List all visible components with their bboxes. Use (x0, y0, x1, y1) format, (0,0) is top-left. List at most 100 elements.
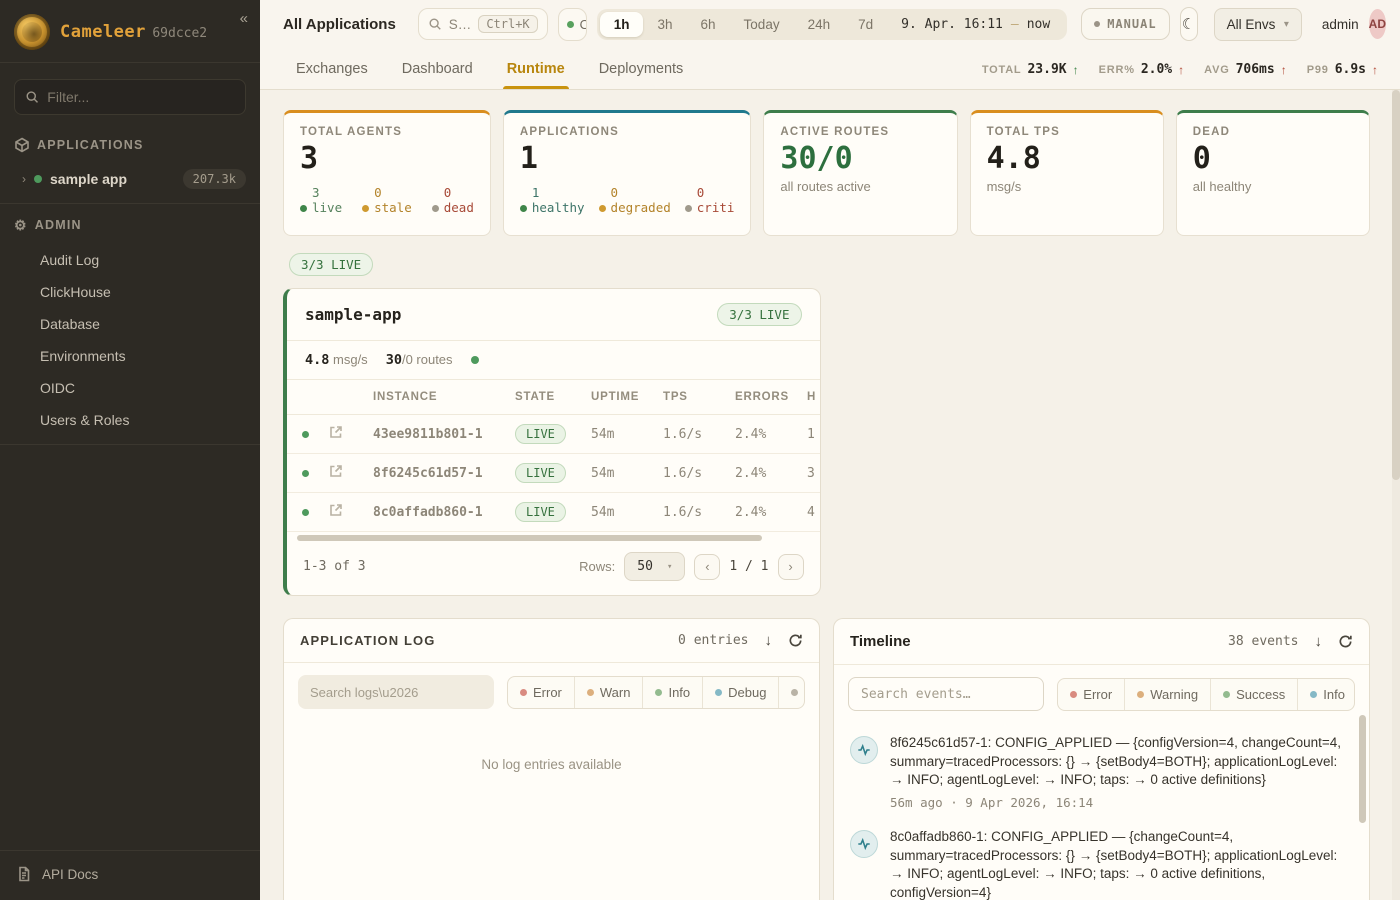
log-search-input[interactable] (298, 675, 494, 709)
event-text: 8f6245c61d57-1: CONFIG_APPLIED — {config… (890, 735, 1342, 788)
download-icon[interactable]: ↓ (764, 632, 773, 649)
global-search-button[interactable]: S… Ctrl+K (417, 8, 548, 40)
filter-info[interactable]: Info (1297, 678, 1354, 710)
pagination-range: 1-3 of 3 (303, 559, 366, 574)
date-range-dash: – (1010, 16, 1019, 32)
warning-dot (1137, 690, 1145, 698)
timeline-panel: Timeline 38 events ↓ Error Warning Succe… (833, 618, 1370, 900)
refresh-icon[interactable] (1338, 634, 1353, 649)
activity-pulse-icon (858, 837, 870, 850)
application-name: sample-app (305, 305, 402, 324)
applications-section-header: APPLICATIONS (0, 131, 260, 161)
kpi-p99: P99 6.9s ↑ (1306, 62, 1378, 77)
warn-dot (586, 688, 594, 696)
stat-card-total-tps: TOTAL TPS 4.8 msg/s (969, 110, 1164, 236)
state-badge: LIVE (515, 502, 566, 522)
sidebar-item-api-docs[interactable]: API Docs (0, 851, 260, 900)
table-header-row: INSTANCE STATE UPTIME TPS ERRORS H (287, 380, 820, 415)
timeline-event: 8f6245c61d57-1: CONFIG_APPLIED — {config… (850, 725, 1351, 819)
instance-status-dot (301, 430, 309, 438)
admin-section-header: ⚙ ADMIN (14, 217, 82, 233)
sidebar-item-oidc[interactable]: OIDC (40, 380, 75, 396)
divider (0, 203, 260, 204)
filter-warning[interactable]: Warning (1124, 678, 1210, 710)
application-log-panel: APPLICATION LOG 0 entries ↓ Error Warn I… (283, 618, 820, 900)
filter-success[interactable]: Success (1210, 678, 1297, 710)
rows-per-page-select[interactable]: 50 ▾ (624, 552, 686, 581)
time-range-6h[interactable]: 6h (700, 16, 716, 32)
table-row[interactable]: 8c0affadb860-1 LIVE 54m 1.6/s 2.4% 4 (287, 492, 820, 532)
error-dot (1070, 690, 1078, 698)
time-range-selector: 1h 3h 6h Today 24h 7d 9. Apr. 16:11 – no… (596, 8, 1068, 40)
external-link-icon[interactable] (329, 464, 343, 478)
date-range-display[interactable]: 9. Apr. 16:11 – now (901, 16, 1051, 32)
sidebar-item-clickhouse[interactable]: ClickHouse (40, 284, 111, 300)
tab-exchanges[interactable]: Exchanges (296, 61, 368, 77)
tab-runtime[interactable]: Runtime (502, 61, 569, 89)
expand-chevron-icon[interactable]: › (22, 172, 26, 186)
refresh-icon[interactable] (788, 633, 803, 648)
sidebar-filter[interactable] (14, 79, 246, 115)
user-name: admin (1321, 16, 1359, 32)
filter-debug[interactable]: Debug (702, 676, 778, 708)
live-summary-badge: 3/3 LIVE (289, 253, 374, 276)
filter-warn[interactable]: Warn (573, 676, 643, 708)
tabbar: Exchanges Dashboard Runtime Deployments … (260, 48, 1400, 90)
time-range-7d[interactable]: 7d (858, 16, 874, 32)
brand-row: Cameleer 69dcce2 « (0, 0, 260, 62)
environment-select[interactable]: All Envs ▾ (1213, 7, 1302, 41)
keyboard-shortcut-badge: Ctrl+K (478, 15, 538, 33)
external-link-icon[interactable] (329, 425, 343, 439)
avatar[interactable]: AD (1368, 9, 1386, 39)
time-range-3h[interactable]: 3h (657, 16, 673, 32)
brand-version: 69dcce2 (152, 26, 208, 41)
download-icon[interactable]: ↓ (1314, 633, 1323, 650)
tab-deployments[interactable]: Deployments (598, 61, 684, 77)
document-icon (19, 866, 30, 882)
arrow-up-icon: ↑ (1072, 62, 1079, 77)
debug-dot (715, 688, 723, 696)
status-dot (684, 204, 692, 212)
sidebar-item-sample-app[interactable]: › sample app 207.3k (0, 161, 260, 203)
horizontal-scrollbar[interactable] (297, 535, 762, 541)
cube-icon (15, 137, 29, 153)
filter-error[interactable]: Error (508, 677, 574, 708)
table-row[interactable]: 43ee9811b801-1 LIVE 54m 1.6/s 2.4% 1 (287, 414, 820, 454)
table-row[interactable]: 8f6245c61d57-1 LIVE 54m 1.6/s 2.4% 3 (287, 453, 820, 493)
routes-status-dot (470, 356, 479, 364)
info-dot (655, 688, 663, 696)
prev-page-button[interactable]: ‹ (694, 553, 721, 580)
tab-dashboard[interactable]: Dashboard (401, 61, 473, 77)
online-indicator-button[interactable]: O (557, 7, 587, 41)
time-range-1h[interactable]: 1h (599, 11, 644, 37)
dark-mode-toggle[interactable]: ☾ (1179, 7, 1198, 41)
sidebar-collapse-button[interactable]: « (239, 10, 248, 27)
stat-card-applications: APPLICATIONS 1 1 healthy 0 degraded 0 criti (502, 110, 752, 236)
timeline-search-input[interactable] (848, 677, 1045, 711)
chevron-down-icon: ▾ (666, 561, 673, 572)
external-link-icon[interactable] (329, 503, 343, 517)
next-page-button[interactable]: › (777, 553, 804, 580)
page-scrollbar-thumb[interactable] (1392, 90, 1400, 480)
manual-refresh-mode-button[interactable]: MANUAL (1081, 8, 1170, 40)
sidebar-item-environments[interactable]: Environments (40, 348, 126, 364)
main-area: All Applications S… Ctrl+K O 1h 3h 6h To… (260, 0, 1400, 900)
topbar: All Applications S… Ctrl+K O 1h 3h 6h To… (260, 0, 1400, 48)
success-dot (1223, 690, 1231, 698)
stat-card-active-routes: ACTIVE ROUTES 30/0 all routes active (763, 110, 958, 236)
filter-trace[interactable]: Trace (778, 676, 804, 708)
filter-info[interactable]: Info (642, 676, 702, 708)
sidebar-filter-input[interactable] (47, 89, 235, 105)
timeline-events-count: 38 events (1228, 634, 1299, 649)
log-empty-state: No log entries available (481, 757, 622, 772)
time-range-today[interactable]: Today (743, 16, 780, 32)
time-range-24h[interactable]: 24h (807, 16, 831, 32)
sidebar-item-users-roles[interactable]: Users & Roles (40, 412, 130, 428)
filter-error[interactable]: Error (1058, 679, 1124, 710)
sidebar-item-audit-log[interactable]: Audit Log (40, 252, 100, 268)
sidebar-item-database[interactable]: Database (40, 316, 100, 332)
kpi-err: ERR% 2.0% ↑ (1098, 62, 1185, 77)
timeline-scrollbar[interactable] (1359, 715, 1366, 823)
kpi-avg: AVG 706ms ↑ (1204, 62, 1287, 77)
